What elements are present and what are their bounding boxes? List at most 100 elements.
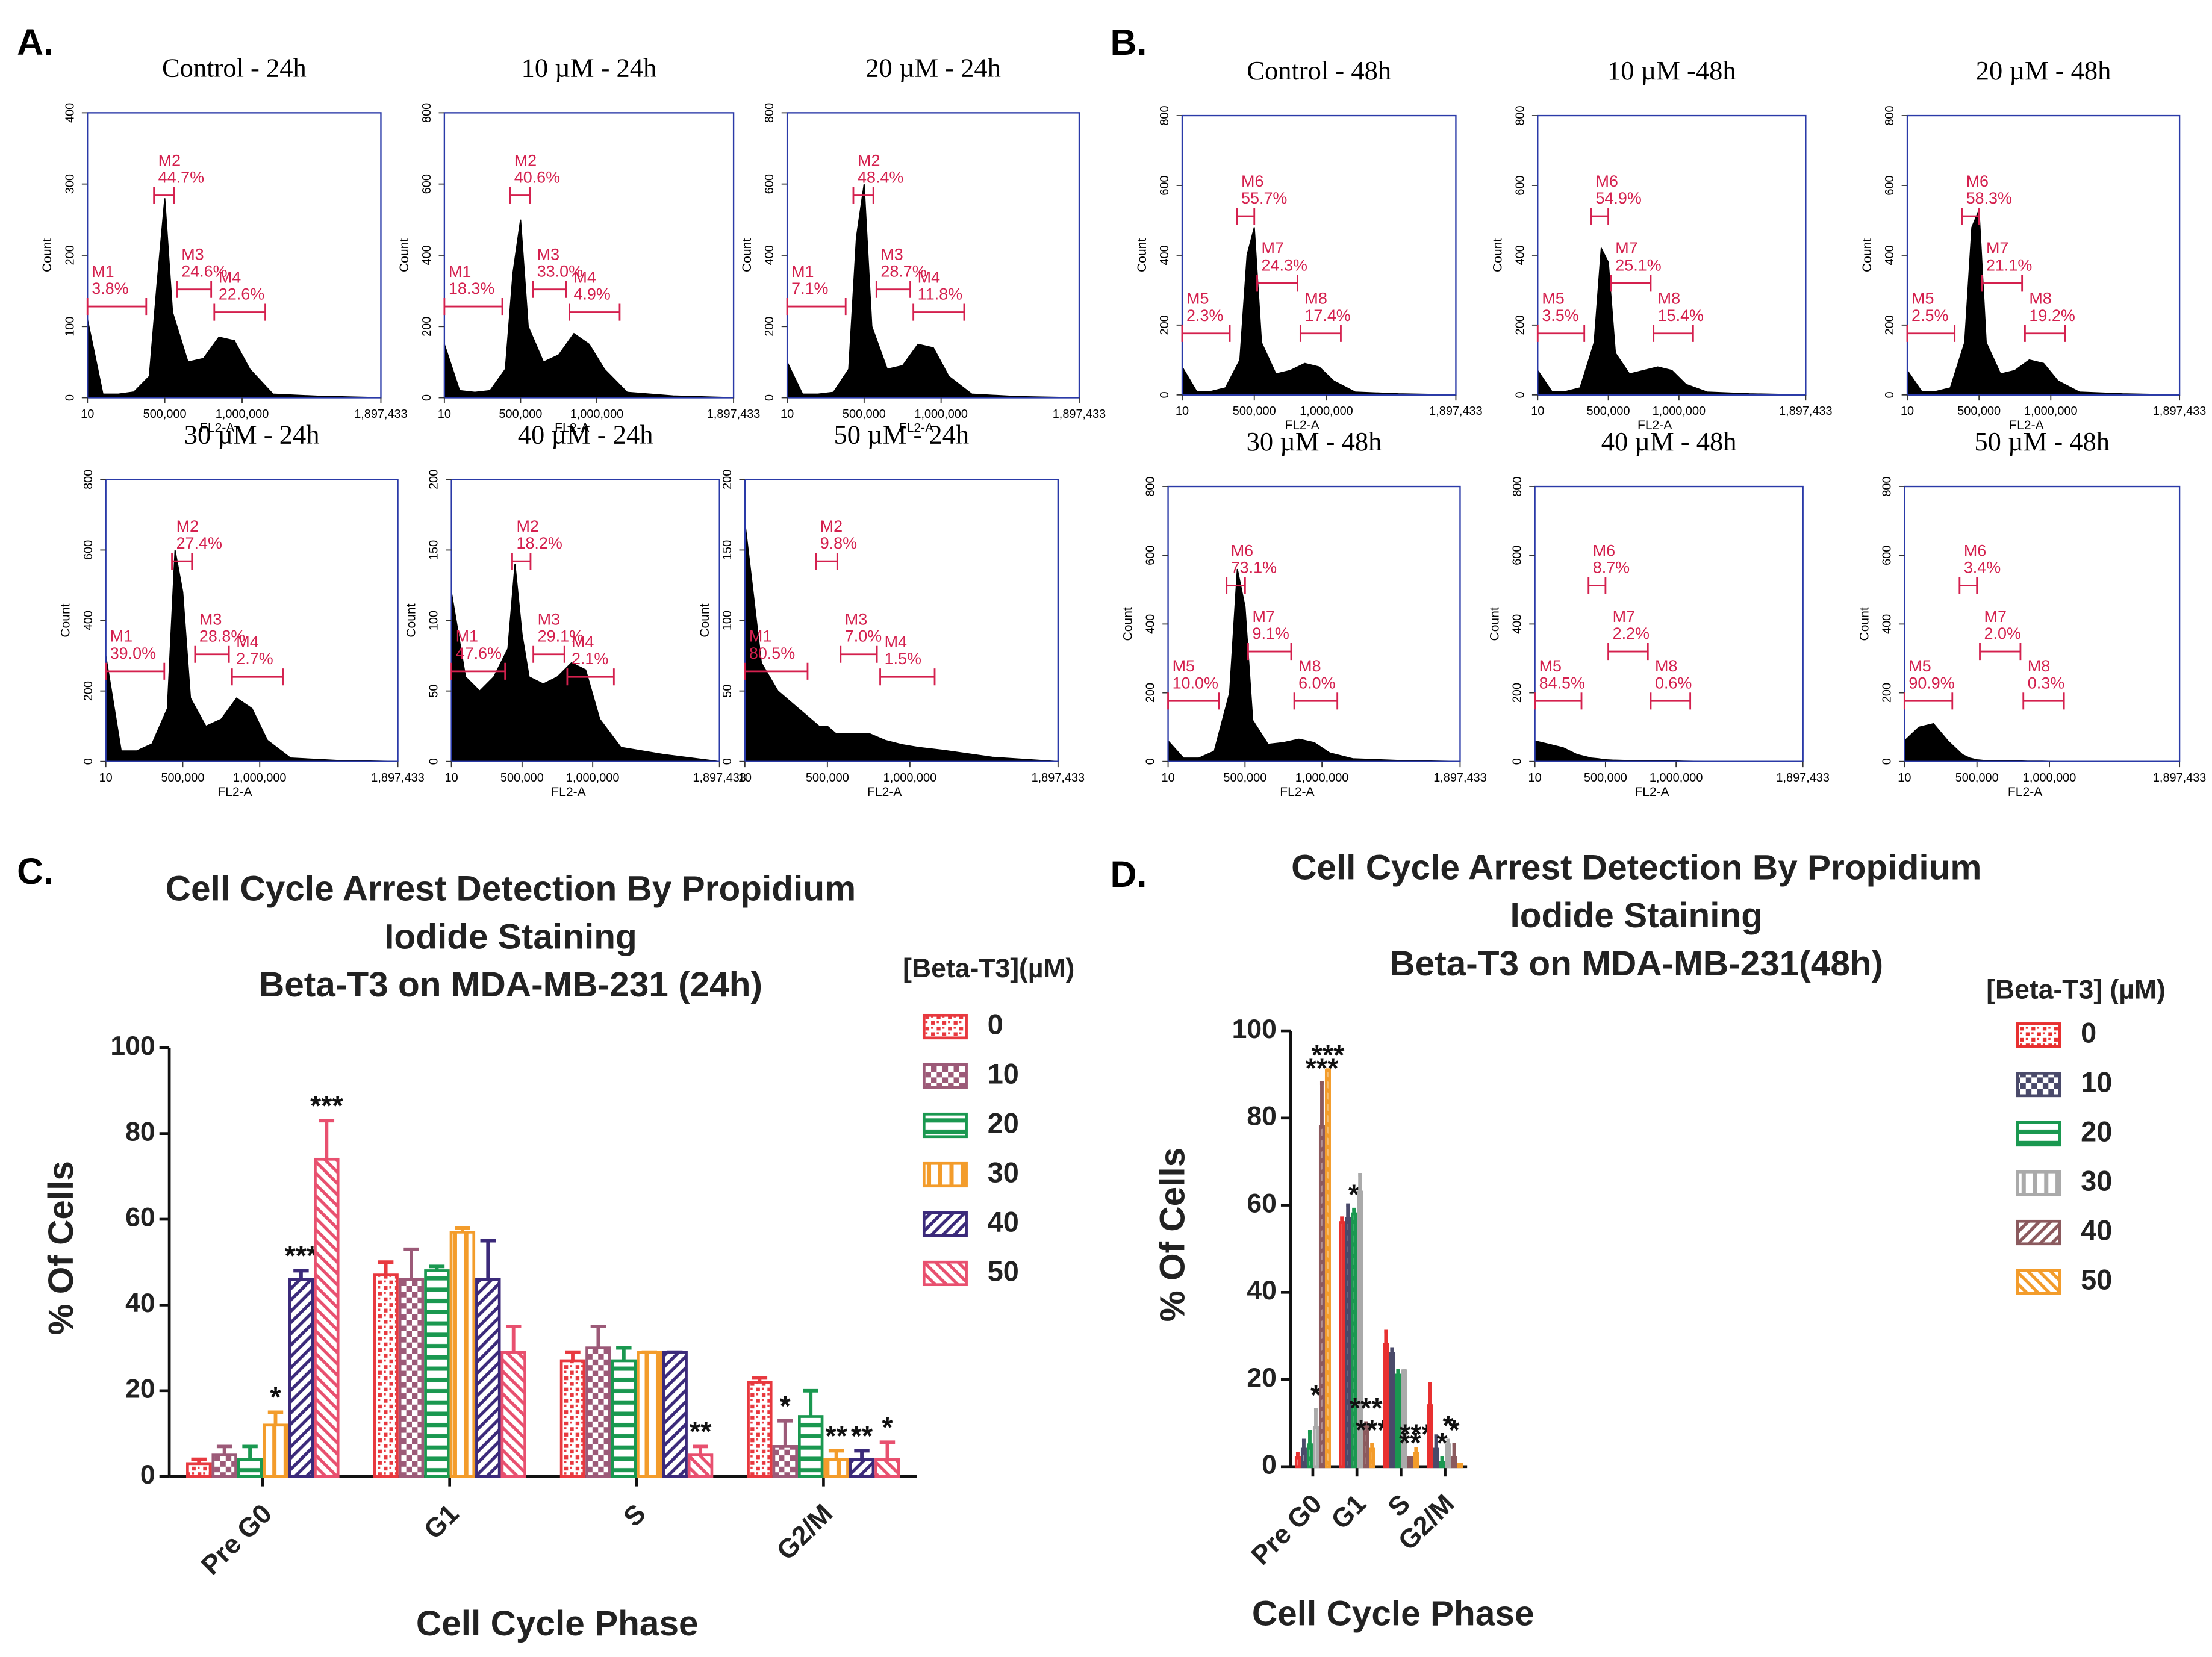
x-tick-label: 10 [738, 771, 752, 785]
significance: ** [825, 1420, 847, 1452]
gate-percent: 24.3% [1262, 256, 1307, 274]
error-bar [1396, 1369, 1400, 1375]
gate-marker [1650, 692, 1692, 710]
x-tick-label: 1,897,433 [1032, 771, 1085, 785]
legend-swatch [922, 1112, 968, 1139]
gate-marker [86, 298, 148, 316]
x-tick-label: 1,897,433 [1776, 771, 1830, 785]
gate-name: M7 [1613, 608, 1635, 626]
error-bar [1346, 1203, 1350, 1219]
legend-label: 10 [2081, 1066, 2112, 1098]
bar [314, 1157, 340, 1478]
gate-percent: 58.3% [1966, 189, 2012, 207]
gate-name: M1 [791, 263, 814, 281]
gate-percent: 84.5% [1539, 674, 1585, 692]
gate-marker [450, 662, 506, 680]
gate-name: M4 [918, 268, 940, 286]
gate-name: M3 [538, 611, 560, 629]
bar [1339, 1221, 1345, 1469]
x-tick-label: 1,897,433 [2153, 405, 2207, 418]
gate-marker [786, 298, 847, 316]
gate-percent: 29.1% [538, 627, 584, 645]
gate-percent: 2.1% [572, 650, 608, 668]
legend-swatch [922, 1161, 968, 1188]
gate-name: M2 [820, 517, 843, 535]
bar [823, 1458, 849, 1478]
legend-swatch [922, 1063, 968, 1089]
gate-name: M3 [537, 246, 559, 264]
panel-title: 10 µM -48h [1607, 55, 1736, 85]
y-axis-label: % Of Cells [42, 1161, 81, 1335]
x-axis-label: Cell Cycle Phase [416, 1604, 699, 1643]
y-tick-label: 80 [125, 1117, 155, 1146]
gate-name: M7 [1252, 608, 1274, 626]
y-tick-label: 400 [1158, 245, 1171, 265]
y-tick-label: 0 [1880, 758, 1893, 765]
bar [1427, 1404, 1433, 1469]
gate-name: M5 [1908, 657, 1931, 675]
gate-percent: 4.9% [573, 285, 610, 303]
legend-title: [Beta-T3] (µM) [1986, 975, 2166, 1004]
gate-name: M8 [1298, 657, 1321, 675]
error-bar [216, 1444, 232, 1455]
x-tick-label: 1,000,000 [1300, 405, 1353, 418]
gate-percent: 90.9% [1908, 674, 1954, 692]
significance: ** [851, 1420, 873, 1452]
gate-percent: 24.6% [181, 263, 227, 281]
bar [1294, 1456, 1301, 1469]
gate-marker [1299, 325, 1342, 342]
gate-marker [1534, 692, 1583, 710]
gate-name: M1 [110, 627, 132, 645]
gate-percent: 9.8% [820, 534, 857, 552]
error-bar [1364, 1421, 1368, 1428]
legend-swatch [922, 1260, 968, 1287]
gate-marker [1167, 692, 1220, 710]
x-tick-label: 1,897,433 [707, 408, 761, 421]
y-tick-label: 100 [110, 1031, 155, 1061]
gate-marker [1961, 207, 1980, 225]
x-tick-label: 10 [1901, 405, 1914, 418]
x-tick-label: 500,000 [806, 771, 849, 785]
bar [662, 1351, 688, 1478]
y-tick-label: 400 [63, 103, 76, 123]
gate-marker [532, 645, 565, 663]
panel-label: B. [1111, 22, 1147, 63]
chart-title: Cell Cycle Arrest Detection By Propidium [1291, 848, 1981, 888]
error-bar [403, 1247, 419, 1279]
bar [1324, 1068, 1331, 1469]
gate-percent: 9.1% [1252, 624, 1289, 642]
gate-marker [1587, 577, 1607, 594]
gate-name: M8 [2028, 657, 2050, 675]
histogram-area [1537, 246, 1806, 396]
gate-percent: 25.1% [1615, 256, 1661, 274]
gate-name: M6 [1231, 541, 1253, 559]
y-axis-label: Count [1488, 607, 1502, 641]
gate-marker [532, 281, 567, 298]
bar [1369, 1447, 1375, 1469]
gate-marker [912, 303, 965, 321]
y-tick-label: 200 [763, 317, 776, 337]
panel-title: 30 µM - 24h [184, 419, 320, 449]
gate-name: M3 [880, 246, 903, 264]
gate-name: M1 [749, 627, 771, 645]
x-tick-label: 500,000 [143, 408, 187, 421]
gate-name: M7 [1262, 239, 1284, 257]
y-tick-label: 0 [1513, 391, 1527, 398]
error-bar [505, 1325, 522, 1352]
y-tick-label: 600 [82, 540, 95, 560]
y-tick-label: 200 [1883, 315, 1896, 335]
x-tick-label: 500,000 [843, 408, 886, 421]
y-axis-label: Count [1860, 238, 1874, 272]
error-bar [803, 1388, 818, 1417]
y-tick-label: 600 [420, 174, 434, 194]
x-tick-label: 1,000,000 [1650, 771, 1703, 785]
y-tick-label: 100 [1232, 1015, 1277, 1044]
bar [1383, 1343, 1389, 1469]
x-tick-label: 1,000,000 [570, 408, 624, 421]
gate-percent: 11.8% [918, 285, 962, 303]
error-bar [1295, 1452, 1300, 1458]
y-tick-label: 60 [125, 1203, 155, 1233]
panel-title: 20 µM - 48h [1976, 55, 2111, 85]
gate-marker [1981, 275, 2024, 292]
y-axis-label: Count [1857, 607, 1871, 641]
